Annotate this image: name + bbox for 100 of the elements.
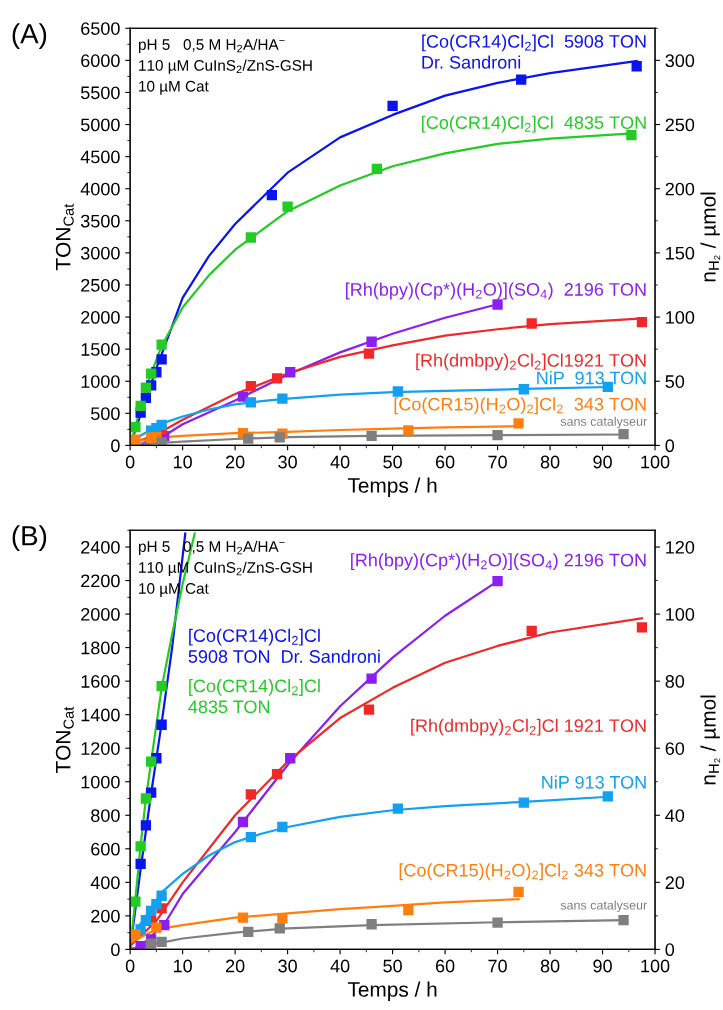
y-tick-label: 600 [91,842,120,856]
x-tick-label: 60 [435,959,455,973]
point [516,74,527,85]
point [135,940,146,950]
point [366,430,377,441]
y-tick-label: 2400 [81,540,120,554]
y-tick-label: 6500 [81,22,120,35]
chart-title: (B) [12,525,47,552]
point [636,622,648,633]
point [366,336,377,347]
y-tick-label: 5500 [80,86,120,100]
series-label: [Co(CR15)(H$_{2}$O)$_{2}$]Cl$_{2}$ 343 TON [399,863,646,881]
x-tick-label: 20 [225,455,245,469]
x-tick-label: 70 [488,959,507,973]
y-tick-label: 3000 [80,246,120,260]
series-label: [Co(CR15)(H$_{2}$O)$_{2}$]Cl$_{2}$ 343 TON [394,397,646,415]
point [492,917,503,928]
y-tick-label: 6000 [81,54,120,68]
point [245,789,257,800]
y-tick-label: 4000 [80,182,120,196]
point [156,890,167,901]
point [277,821,288,833]
x-tick-label: 40 [330,455,350,469]
x-tick-label: 80 [540,455,560,469]
point [618,429,629,440]
x-tick-label: 10 [173,959,192,973]
y-tick-label: 4500 [80,150,120,164]
point [277,913,288,924]
point [285,753,296,764]
y-tick-label: 1600 [81,675,120,688]
x-tick-label: 0 [125,455,135,469]
point [371,163,382,174]
series-label: [Co(CR14)Cl$_{2}$]Cl 5908 TON Dr. Sandroni [422,34,646,69]
point [366,673,377,684]
x-tick-label: 20 [225,959,245,973]
y2-tick-label: 60 [665,742,685,755]
x-tick-label: 40 [330,959,350,973]
point [392,386,403,397]
point [156,681,167,692]
point [526,625,537,636]
x-tick-label: 100 [641,455,670,469]
point [631,61,642,72]
point [282,201,293,212]
point [363,704,375,715]
point [135,858,146,870]
point [145,368,157,379]
y-tick-label: 1200 [81,742,120,755]
y2-axis-title: n$_{H₂}$ / µmol [700,192,721,282]
series-label: [Rh(dmbpy)$_{2}$Cl$_{2}$]Cl1921 TON [416,353,646,371]
point [140,793,152,804]
point [156,419,167,431]
y-tick-label: 1000 [81,375,120,388]
point [237,391,249,402]
y-axis-title: TON$_{Cat}$ [55,706,74,774]
y-tick-label: 0 [111,943,120,957]
point [245,232,257,243]
point [271,373,283,384]
point [145,938,157,949]
point [140,820,152,831]
point [618,914,629,926]
annotation: 110 µM CuInS$_{2}$/ZnS-GSH [139,59,312,74]
y-tick-label: 400 [90,876,120,890]
series-label: [Co(CR14)Cl$_{2}$]Cl 4835 TON [422,115,646,133]
point [245,380,257,392]
series-label: sans catalyseur [560,416,647,429]
point [626,129,637,141]
y-tick-label: 0 [111,439,120,453]
point [513,418,524,429]
point [243,433,254,444]
x-tick-label: 100 [641,959,670,973]
x-tick-label: 60 [435,455,455,469]
y2-axis-title: n$_{H₂}$ / µmol [700,695,721,785]
y-tick-label: 500 [91,407,120,421]
point [145,756,157,767]
point [135,841,146,852]
y2-tick-label: 100 [666,608,695,621]
point [130,896,141,907]
point [363,348,375,359]
point [403,425,414,436]
y2-tick-label: 120 [666,540,695,554]
point [492,429,503,441]
y2-tick-label: 50 [665,375,685,388]
point [130,434,141,445]
point [151,898,162,910]
point [274,432,285,443]
point [285,367,296,378]
point [237,816,249,828]
y2-tick-label: 20 [665,876,685,890]
y-axis-title: TON$_{Cat}$ [55,203,74,271]
y2-tick-label: 250 [665,118,695,132]
chart-title: (A) [12,23,47,50]
y2-tick-label: 200 [665,182,695,196]
point [492,576,503,587]
y-tick-label: 2500 [81,278,120,292]
text: [Rh(dmbpy)$_{2}$Cl$_{2}$]Cl 1921 TON [411,718,646,736]
y2-tick-label: 80 [665,675,685,688]
series-label: NiP 913 TON [542,775,646,789]
y2-tick-label: 150 [666,246,695,260]
y-tick-label: 1800 [81,641,120,655]
point [135,400,146,412]
